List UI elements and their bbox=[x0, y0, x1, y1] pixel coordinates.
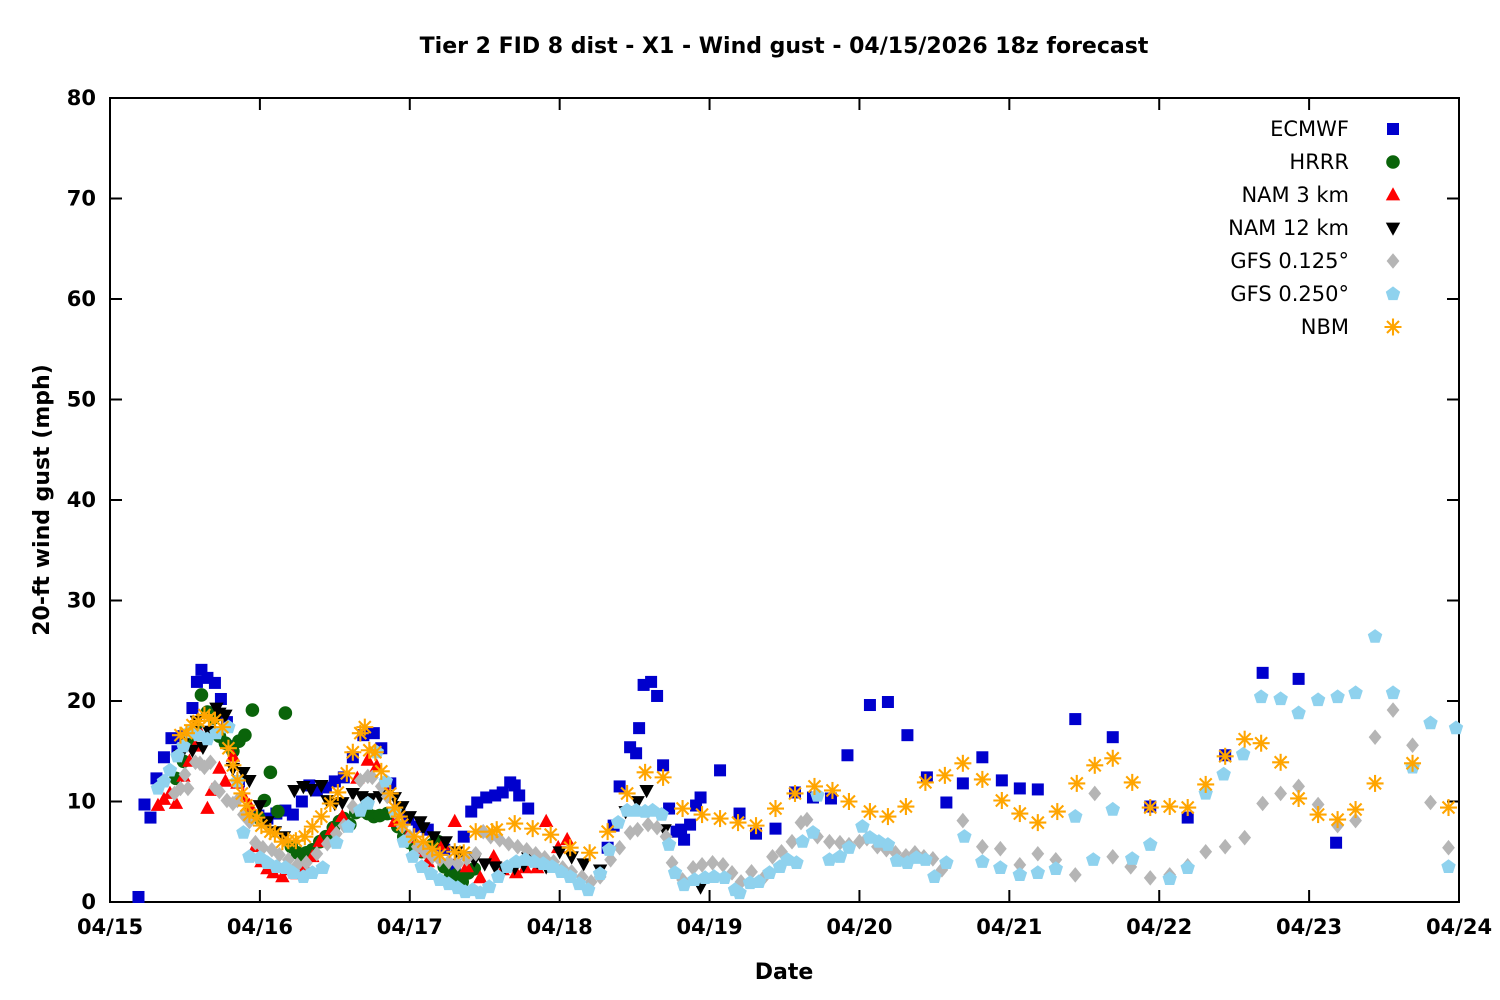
x-tick-label: 04/21 bbox=[976, 915, 1042, 939]
legend-label: NBM bbox=[1301, 315, 1349, 339]
legend-marker-triangle-up-icon bbox=[1385, 187, 1401, 201]
x-tick-label: 04/15 bbox=[77, 915, 143, 939]
y-tick-label: 50 bbox=[67, 388, 96, 412]
x-tick-label: 04/24 bbox=[1426, 915, 1492, 939]
legend-item-gfs-0-125-: GFS 0.125° bbox=[1230, 249, 1400, 273]
y-tick-label: 40 bbox=[67, 488, 96, 512]
series-nbm bbox=[171, 706, 1458, 864]
y-tick-label: 10 bbox=[67, 790, 96, 814]
legend-marker-asterisk-icon bbox=[1384, 318, 1402, 336]
legend-label: ECMWF bbox=[1270, 117, 1349, 141]
x-tick-label: 04/19 bbox=[676, 915, 742, 939]
legend-marker-triangle-down-icon bbox=[1385, 222, 1401, 236]
chart-title: Tier 2 FID 8 dist - X1 - Wind gust - 04/… bbox=[419, 34, 1149, 59]
y-tick-label: 80 bbox=[67, 86, 96, 110]
y-axis-ticks: 0 10 20 30 40 50 60 70 80 bbox=[67, 86, 1459, 914]
legend-marker-square-icon bbox=[1387, 123, 1399, 135]
legend-item-hrrr: HRRR bbox=[1289, 150, 1400, 174]
legend-item-nbm: NBM bbox=[1301, 315, 1402, 339]
legend-item-gfs-0-250-: GFS 0.250° bbox=[1230, 282, 1401, 306]
x-tick-label: 04/17 bbox=[377, 915, 443, 939]
x-axis-label: Date bbox=[754, 960, 814, 985]
legend: ECMWF HRRR NAM 3 km NAM 12 km GFS 0.125° GFS … bbox=[1228, 117, 1402, 339]
x-tick-label: 04/23 bbox=[1276, 915, 1342, 939]
x-tick-label: 04/20 bbox=[826, 915, 892, 939]
legend-label: NAM 12 km bbox=[1228, 216, 1349, 240]
y-tick-label: 60 bbox=[67, 287, 96, 311]
legend-label: GFS 0.125° bbox=[1230, 249, 1349, 273]
legend-marker-pentagon-icon bbox=[1385, 286, 1401, 301]
legend-item-nam-3-km: NAM 3 km bbox=[1241, 183, 1401, 207]
legend-marker-circle-icon bbox=[1386, 155, 1400, 169]
y-tick-label: 0 bbox=[81, 890, 96, 914]
y-tick-label: 70 bbox=[67, 187, 96, 211]
legend-item-nam-12-km: NAM 12 km bbox=[1228, 216, 1401, 240]
y-tick-label: 20 bbox=[67, 689, 96, 713]
x-tick-label: 04/22 bbox=[1126, 915, 1192, 939]
legend-label: GFS 0.250° bbox=[1230, 282, 1349, 306]
x-axis-ticks: 04/15 04/16 04/17 04/18 04/19 04/20 04/21 04/22… bbox=[77, 98, 1492, 939]
legend-marker-diamond-icon bbox=[1386, 253, 1400, 269]
legend-item-ecmwf: ECMWF bbox=[1270, 117, 1399, 141]
x-tick-label: 04/18 bbox=[527, 915, 593, 939]
y-tick-label: 30 bbox=[67, 589, 96, 613]
legend-label: NAM 3 km bbox=[1241, 183, 1349, 207]
legend-label: HRRR bbox=[1289, 150, 1349, 174]
x-tick-label: 04/16 bbox=[227, 915, 293, 939]
